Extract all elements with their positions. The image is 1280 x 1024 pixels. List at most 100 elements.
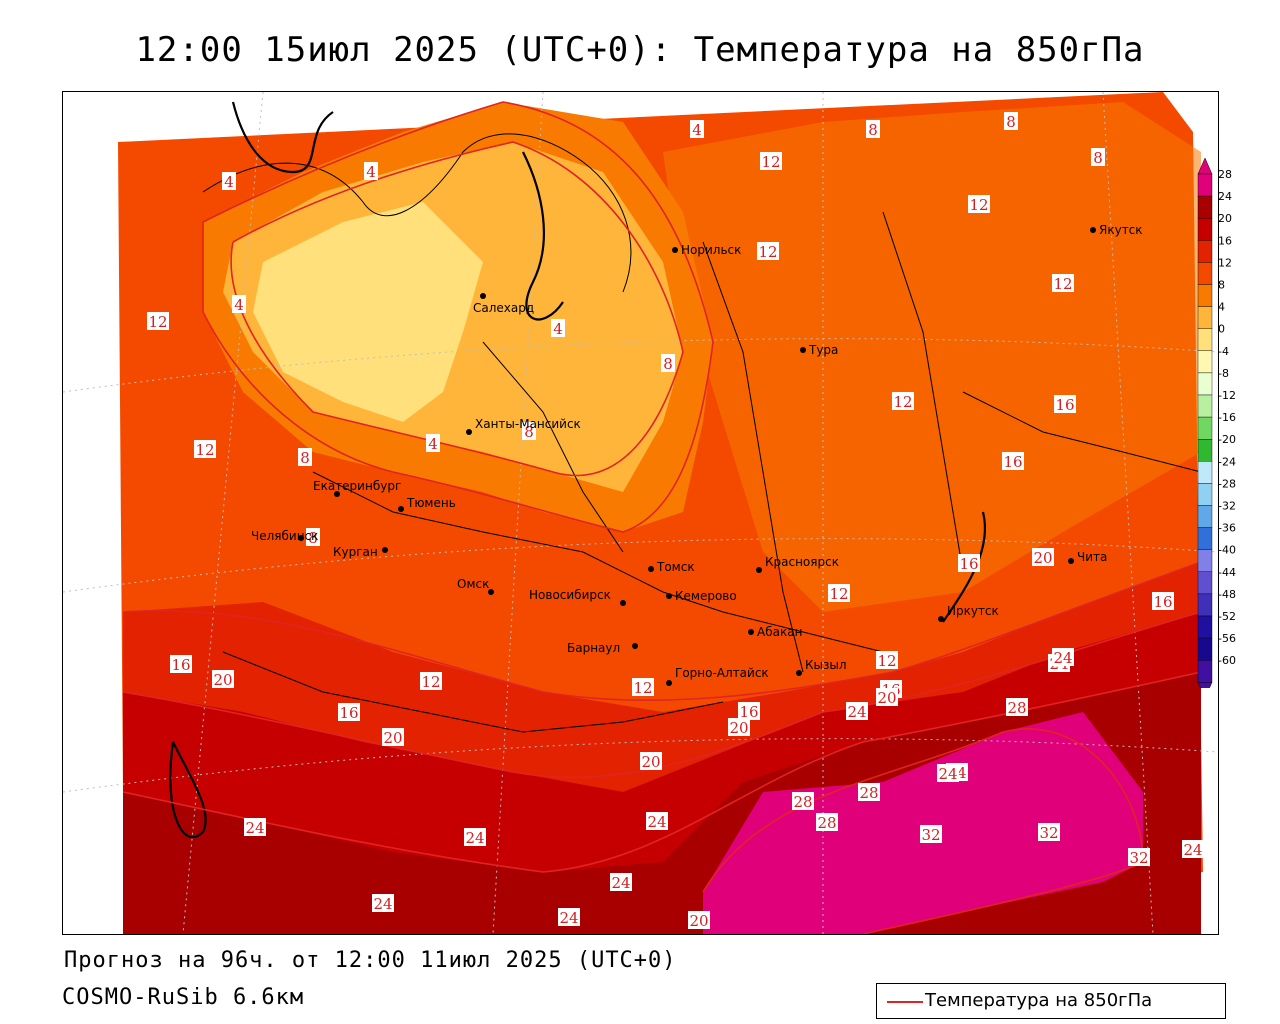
isotherm-label: 4 — [426, 434, 440, 453]
svg-text:16: 16 — [171, 656, 190, 674]
isotherm-label: 12 — [147, 312, 169, 331]
city-dot — [1068, 558, 1074, 564]
city-label: Барнаул — [567, 641, 620, 655]
isotherm-label: 8 — [306, 528, 320, 547]
colorbar-cells — [1197, 158, 1213, 688]
svg-text:24: 24 — [611, 874, 630, 892]
city-label: Томск — [656, 560, 695, 574]
svg-text:24: 24 — [1053, 649, 1072, 667]
isotherm-label: 24 — [937, 764, 959, 783]
city-dot — [748, 629, 754, 635]
model-name: COSMO-RuSib 6.6км — [62, 985, 305, 1010]
svg-text:16: 16 — [1055, 396, 1074, 414]
isotherm-label: 28 — [1006, 698, 1028, 717]
isotherm-labels: 4444448888888121212121212121212121212161… — [147, 112, 1204, 930]
city-label: Кемерово — [675, 589, 737, 603]
city-12: Томск — [648, 560, 695, 574]
svg-text:8: 8 — [663, 355, 673, 373]
city-dot — [398, 506, 404, 512]
colorbar-cell — [1197, 660, 1213, 683]
isotherm-label: 24 — [846, 702, 868, 721]
city-14: Красноярск — [756, 555, 839, 573]
isotherm-label: 12 — [828, 584, 850, 603]
colorbar-cell — [1197, 372, 1213, 396]
map-frame[interactable]: 4444448888888121212121212121212121212161… — [62, 91, 1219, 935]
isotherm-label: 24 — [244, 818, 266, 837]
colorbar-tick-label: -48 — [1218, 588, 1236, 601]
field-east-12 — [663, 102, 1201, 612]
city-label: Челябинск — [251, 529, 318, 543]
coastline — [169, 101, 986, 839]
city-dot — [756, 567, 762, 573]
isotherm-label: 12 — [194, 440, 216, 459]
isotherm-label: 24 — [1052, 648, 1074, 667]
isotherm-label: 8 — [1004, 112, 1018, 131]
isotherm-label: 16 — [1152, 592, 1174, 611]
svg-text:12: 12 — [893, 393, 912, 411]
svg-text:28: 28 — [793, 793, 812, 811]
svg-text:8: 8 — [308, 529, 318, 547]
isotherm-label: 4 — [364, 162, 378, 181]
svg-text:28: 28 — [817, 814, 836, 832]
temperature-map[interactable]: 4444448888888121212121212121212121212161… — [63, 92, 1218, 934]
city-11: Новосибирск — [529, 588, 626, 606]
legend: Температура на 850гПа — [876, 983, 1226, 1019]
svg-text:12: 12 — [758, 243, 777, 261]
svg-text:24: 24 — [465, 829, 484, 847]
isotherm-label: 20 — [728, 718, 750, 737]
city-dot — [938, 616, 944, 622]
svg-text:32: 32 — [1039, 824, 1058, 842]
colorbar-cell — [1197, 549, 1213, 573]
legend-label: Температура на 850гПа — [925, 990, 1153, 1011]
city-label: Тюмень — [406, 496, 456, 510]
svg-text:4: 4 — [366, 163, 376, 181]
colorbar-tick-label: -56 — [1218, 632, 1236, 645]
isotherm-label: 20 — [876, 688, 898, 707]
colorbar-tick-label: -28 — [1218, 477, 1236, 490]
city-dot — [298, 535, 304, 541]
isotherm-label: 12 — [1052, 274, 1074, 293]
colorbar-tick-label: 20 — [1218, 212, 1232, 225]
colorbar-tick-label: -12 — [1218, 389, 1236, 402]
city-label: Тура — [808, 343, 838, 357]
city-label: Норильск — [681, 243, 741, 257]
svg-text:20: 20 — [641, 753, 660, 771]
colorbar-cell — [1197, 505, 1213, 528]
forecast-info: Прогноз на 96ч. от 12:00 11июл 2025 (UTC… — [64, 948, 677, 973]
city-dot — [666, 593, 672, 599]
legend-line-swatch — [887, 1001, 923, 1003]
city-dot — [488, 589, 494, 595]
isotherm-label: 16 — [170, 655, 192, 674]
isotherm-label: 20 — [382, 728, 404, 747]
colorbar-cell — [1197, 615, 1213, 639]
colorbar-tick-label: 28 — [1218, 168, 1232, 181]
city-20: Чита — [1068, 550, 1107, 564]
isotherm-label: 4 — [551, 319, 565, 338]
isotherm-label: 24 — [646, 812, 668, 831]
svg-text:12: 12 — [969, 196, 988, 214]
svg-text:16: 16 — [1153, 593, 1172, 611]
colorbar-tick-label: 4 — [1218, 301, 1225, 314]
colorbar-cell — [1197, 284, 1213, 307]
colorbar-cell — [1197, 218, 1213, 241]
city-dot — [800, 347, 806, 353]
isotherm-label: 12 — [632, 678, 654, 697]
colorbar-tick-label: -32 — [1218, 500, 1236, 513]
svg-text:32: 32 — [921, 826, 940, 844]
isotherm-label: 16 — [1054, 395, 1076, 414]
map-title: 12:00 15июл 2025 (UTC+0): Температура на… — [135, 30, 1145, 70]
svg-text:12: 12 — [1053, 275, 1072, 293]
colorbar-cell — [1197, 350, 1213, 374]
svg-text:12: 12 — [421, 673, 440, 691]
svg-text:4: 4 — [224, 173, 234, 191]
colorbar-top-arrow — [1197, 158, 1213, 175]
isotherm-label: 8 — [298, 448, 312, 467]
colorbar-tick-label: -40 — [1218, 544, 1236, 557]
isotherm-lines — [122, 101, 1202, 934]
city-17: Горно-Алтайск — [666, 666, 769, 686]
colorbar-tick-label: -8 — [1218, 367, 1229, 380]
isotherm-label: 20 — [688, 911, 710, 930]
city-label: Екатеринбург — [313, 479, 401, 493]
city-dot — [466, 429, 472, 435]
svg-text:28: 28 — [859, 784, 878, 802]
